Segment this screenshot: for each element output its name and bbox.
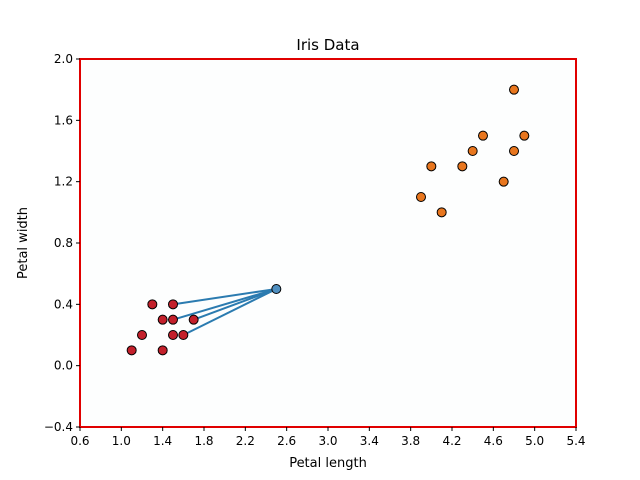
- neighbor-line: [193, 288, 277, 321]
- y-tick-label: 2.0: [54, 52, 73, 66]
- y-axis-label: Petal width: [16, 207, 31, 279]
- y-tick-label: −0.4: [44, 420, 73, 434]
- y-tick-label: 0.8: [54, 236, 73, 250]
- data-point: [157, 345, 168, 356]
- data-point: [509, 146, 519, 156]
- plot-area: [79, 58, 577, 428]
- x-tick-label: 2.2: [236, 434, 255, 448]
- y-tick-label: 1.2: [54, 175, 73, 189]
- data-point: [188, 314, 199, 325]
- x-axis: 0.6 1.0 1.4 1.8 2.2 2.6 3.0 3.4 3.8 4.2 4.6 5.0 5.4: [70, 427, 586, 448]
- data-point: [168, 314, 178, 325]
- plot-background: [80, 59, 576, 427]
- x-tick-label: 3.4: [360, 434, 379, 448]
- x-tick-label: 3.0: [318, 434, 337, 448]
- x-tick-label: 1.0: [112, 434, 131, 448]
- data-point: [498, 176, 509, 187]
- neighbor-line: [182, 288, 277, 336]
- data-point: [126, 345, 137, 356]
- x-tick-label: 4.2: [442, 434, 461, 448]
- data-point: [519, 130, 530, 141]
- x-tick-label: 5.4: [566, 434, 585, 448]
- data-point: [137, 330, 147, 340]
- data-point: [467, 146, 478, 156]
- x-tick-label: 2.6: [277, 434, 296, 448]
- data-point: [509, 84, 519, 95]
- data-point: [178, 330, 189, 340]
- x-axis-label: Petal length: [289, 456, 367, 471]
- neighbor-line: [172, 288, 277, 321]
- data-point: [426, 161, 437, 172]
- chart-title: Iris Data: [296, 36, 359, 54]
- data-point: [147, 299, 158, 310]
- x-tick-label: 5.0: [525, 434, 544, 448]
- x-tick-label: 1.4: [153, 434, 172, 448]
- x-tick-label: 4.6: [484, 434, 503, 448]
- y-tick-label: 1.6: [54, 113, 73, 127]
- data-point: [271, 284, 282, 294]
- data-point: [168, 299, 178, 310]
- data-point: [478, 130, 488, 141]
- data-point: [157, 314, 168, 325]
- y-axis: −0.4 0.0 0.4 0.8 1.2 1.6 2.0: [44, 52, 80, 434]
- data-point: [436, 207, 447, 218]
- x-tick-label: 0.6: [70, 434, 89, 448]
- x-tick-label: 1.8: [194, 434, 213, 448]
- data-point: [416, 192, 426, 202]
- data-point: [457, 161, 468, 172]
- x-tick-label: 3.8: [401, 434, 420, 448]
- y-tick-label: 0.4: [54, 297, 73, 311]
- neighbor-line: [172, 288, 277, 306]
- y-tick-label: 0.0: [54, 359, 73, 373]
- data-point: [168, 330, 178, 340]
